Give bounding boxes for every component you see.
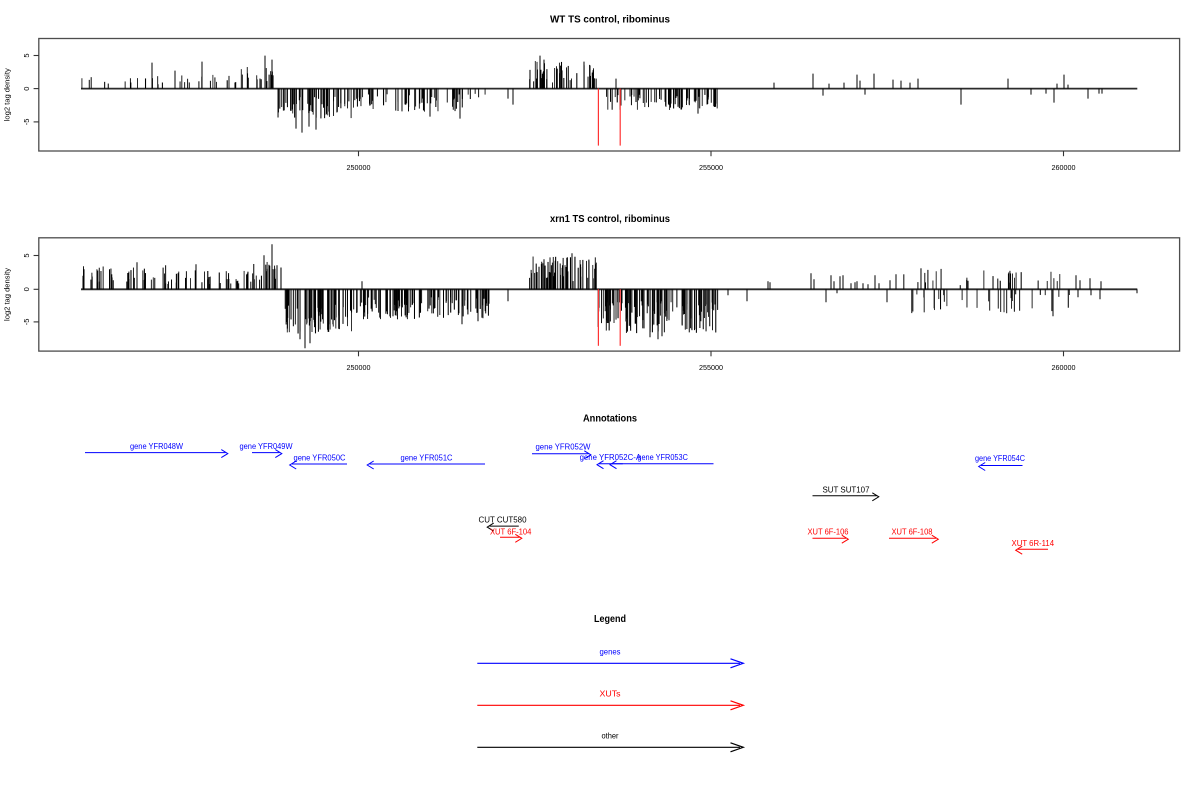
svg-text:250000: 250000 bbox=[347, 363, 371, 372]
svg-text:5: 5 bbox=[22, 53, 31, 57]
svg-text:0: 0 bbox=[22, 87, 31, 91]
svg-text:other: other bbox=[602, 732, 619, 741]
svg-text:XUT 6F-104: XUT 6F-104 bbox=[490, 528, 532, 537]
svg-text:SUT SUT107: SUT SUT107 bbox=[823, 486, 871, 495]
svg-text:log2 tag density: log2 tag density bbox=[3, 68, 12, 121]
svg-text:gene YFR052C-A: gene YFR052C-A bbox=[580, 453, 642, 462]
svg-text:-5: -5 bbox=[22, 119, 31, 126]
svg-text:Annotations: Annotations bbox=[583, 414, 637, 425]
svg-text:XUT 6F-108: XUT 6F-108 bbox=[892, 528, 934, 537]
svg-text:XUTs: XUTs bbox=[600, 690, 621, 699]
svg-text:xrn1 TS control, ribominus: xrn1 TS control, ribominus bbox=[550, 214, 670, 225]
svg-text:gene YFR049W: gene YFR049W bbox=[240, 442, 293, 451]
svg-text:XUT 6F-106: XUT 6F-106 bbox=[808, 528, 850, 537]
svg-text:5: 5 bbox=[22, 253, 31, 257]
svg-text:260000: 260000 bbox=[1052, 163, 1076, 172]
svg-text:XUT 6R-114: XUT 6R-114 bbox=[1012, 539, 1055, 548]
svg-text:log2 tag density: log2 tag density bbox=[3, 268, 12, 321]
svg-text:250000: 250000 bbox=[347, 163, 371, 172]
svg-text:-5: -5 bbox=[22, 319, 31, 326]
svg-text:genes: genes bbox=[600, 648, 621, 657]
svg-text:gene YFR048W: gene YFR048W bbox=[130, 442, 183, 451]
svg-text:255000: 255000 bbox=[699, 163, 723, 172]
svg-text:gene YFR051C: gene YFR051C bbox=[401, 454, 453, 463]
svg-text:gene YFR052W: gene YFR052W bbox=[536, 443, 591, 452]
svg-text:CUT CUT580: CUT CUT580 bbox=[479, 516, 528, 525]
svg-text:0: 0 bbox=[22, 287, 31, 291]
svg-text:Legend: Legend bbox=[594, 614, 626, 625]
svg-text:WT TS control, ribominus: WT TS control, ribominus bbox=[550, 15, 670, 26]
svg-text:255000: 255000 bbox=[699, 363, 723, 372]
svg-text:gene YFR050C: gene YFR050C bbox=[294, 454, 346, 463]
svg-text:gene YFR054C: gene YFR054C bbox=[975, 454, 1025, 463]
svg-text:gene YFR053C: gene YFR053C bbox=[637, 453, 688, 462]
svg-text:260000: 260000 bbox=[1052, 363, 1076, 372]
